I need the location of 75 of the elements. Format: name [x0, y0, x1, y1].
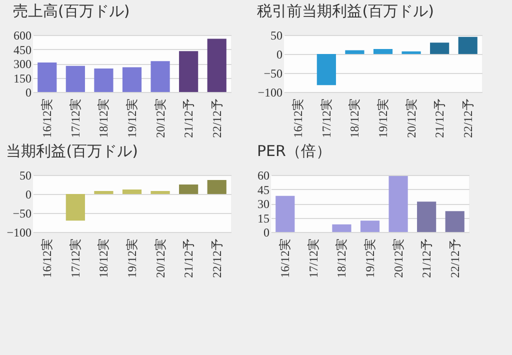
- chart-title: 当期利益(百万ドル): [6, 142, 138, 160]
- bar: [179, 51, 198, 92]
- bar: [122, 189, 142, 194]
- bar: [207, 180, 226, 194]
- x-tick-label: 18/12実: [96, 238, 111, 278]
- x-tick-label: 18/12実: [348, 98, 362, 138]
- y-tick-label: 0: [276, 48, 282, 62]
- y-tick-label: 450: [14, 42, 32, 57]
- bar: [402, 51, 421, 54]
- bar: [150, 61, 170, 92]
- y-tick-label: 45: [258, 182, 270, 197]
- y-tick-label: −100: [6, 226, 32, 240]
- bar: [373, 49, 393, 54]
- chart-title: PER（倍）: [257, 142, 331, 160]
- bar: [66, 194, 85, 221]
- x-tick-label: 19/12実: [125, 238, 139, 278]
- bar: [417, 202, 436, 232]
- y-tick-label: 60: [258, 168, 270, 182]
- y-tick-label: 50: [270, 28, 282, 42]
- y-tick-label: 0: [26, 86, 32, 100]
- y-tick-label: 0: [264, 226, 270, 240]
- x-tick-label: 16/12実: [278, 238, 292, 278]
- x-tick-label: 18/12実: [334, 238, 349, 278]
- x-tick-label: 17/12実: [68, 98, 82, 138]
- chart-title: 税引前当期利益(百万ドル): [257, 2, 434, 20]
- y-tick-label: 15: [258, 211, 270, 226]
- y-tick-label: 150: [14, 71, 32, 86]
- y-tick-label: 50: [20, 168, 32, 182]
- bar: [332, 224, 352, 232]
- y-tick-label: −100: [258, 86, 282, 100]
- x-tick-label: 22/12予: [460, 98, 475, 138]
- x-tick-label: 22/12予: [210, 238, 224, 278]
- bar: [66, 66, 85, 92]
- x-tick-label: 21/12予: [432, 98, 447, 138]
- y-tick-label: −50: [264, 66, 282, 80]
- bar: [179, 184, 198, 194]
- y-tick-label: 30: [258, 197, 270, 211]
- x-tick-label: 21/12予: [182, 238, 196, 278]
- y-tick-label: 300: [14, 57, 32, 71]
- y-tick-label: −50: [12, 206, 32, 220]
- bar: [276, 196, 295, 232]
- bar: [316, 54, 336, 86]
- bar: [458, 36, 478, 54]
- x-tick-label: 17/12実: [68, 238, 82, 278]
- x-tick-label: 19/12実: [363, 238, 377, 278]
- x-tick-label: 16/12実: [40, 238, 54, 278]
- x-tick-label: 22/12予: [210, 98, 224, 138]
- x-tick-label: 17/12実: [319, 98, 334, 138]
- x-tick-label: 16/12実: [291, 98, 306, 138]
- bar: [445, 211, 464, 232]
- bar: [388, 176, 408, 232]
- x-tick-label: 21/12予: [420, 238, 434, 278]
- x-tick-label: 22/12予: [448, 238, 462, 278]
- x-tick-label: 17/12実: [306, 238, 320, 278]
- x-tick-label: 19/12実: [376, 98, 390, 138]
- x-tick-label: 18/12実: [96, 98, 111, 138]
- bar: [122, 67, 142, 92]
- bar: [150, 190, 170, 194]
- x-tick-label: 20/12実: [391, 238, 406, 278]
- bar: [345, 50, 364, 54]
- x-tick-label: 16/12実: [40, 98, 54, 138]
- bar: [94, 190, 114, 194]
- bar: [38, 62, 57, 92]
- chart-title: 売上高(百万ドル): [13, 2, 130, 20]
- x-tick-label: 20/12実: [404, 98, 418, 138]
- bar: [207, 38, 226, 92]
- x-tick-label: 19/12実: [125, 98, 139, 138]
- x-tick-label: 20/12実: [153, 98, 168, 138]
- y-tick-label: 0: [26, 188, 32, 202]
- x-tick-label: 20/12実: [153, 238, 168, 278]
- bar: [94, 68, 114, 92]
- x-tick-label: 21/12予: [182, 98, 196, 138]
- bar: [430, 42, 450, 54]
- y-tick-label: 600: [14, 28, 32, 42]
- bar: [360, 220, 380, 232]
